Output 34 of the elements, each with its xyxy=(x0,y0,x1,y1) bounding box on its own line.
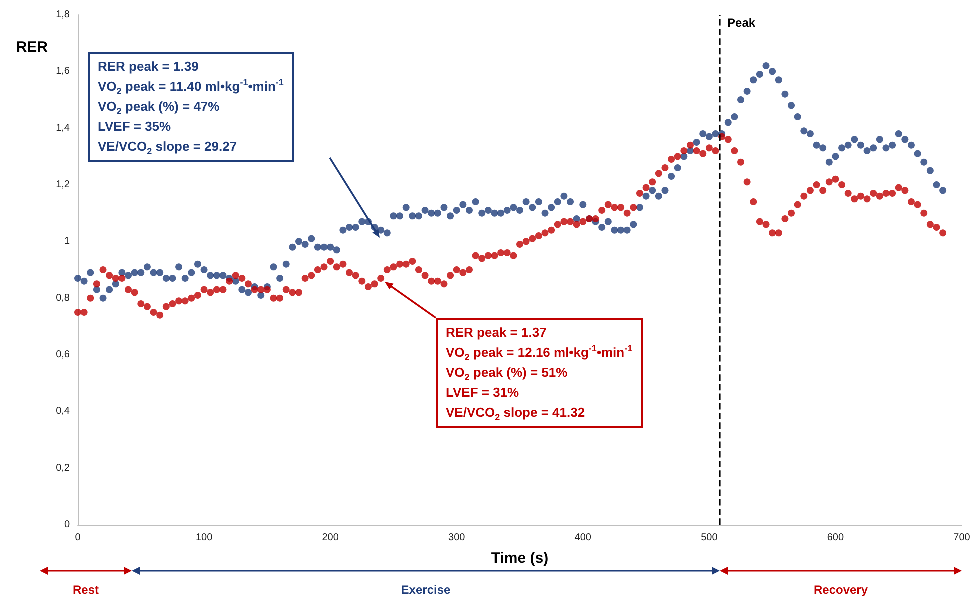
y-tick-label: 1,8 xyxy=(56,10,70,20)
y-tick-label: 1,6 xyxy=(56,66,70,78)
ref-line-label: Peak xyxy=(728,16,756,30)
annotation: RER peak = 1.39 xyxy=(98,58,200,76)
x-tick-label: 500 xyxy=(701,532,718,544)
text: Rest xyxy=(72,583,100,597)
x-tick-label: 700 xyxy=(954,532,971,544)
annotation: VO$_{2}$ peak = 12.16 ml•kg$^{-1}$•min$^{-1}$ xyxy=(446,343,633,363)
y-tick-label: 1 xyxy=(64,236,70,248)
x-axis-title: Time (s) xyxy=(491,550,549,567)
annotation: VO$_{2}$ peak (%) = 47% xyxy=(98,98,221,117)
y-tick-label: 0,2 xyxy=(56,462,70,474)
annotation: VE/VCO$_{2}$ slope = 29.27 xyxy=(98,138,238,157)
text: Exercise xyxy=(401,583,451,597)
y-tick-label: 1,4 xyxy=(56,122,70,134)
x-tick-label: 300 xyxy=(448,532,466,544)
x-tick-label: 200 xyxy=(322,532,340,544)
y-tick-label: 0,4 xyxy=(56,406,70,418)
y-tick-label: 0,6 xyxy=(56,350,70,360)
y-tick-label: 0,8 xyxy=(56,292,70,304)
y-tick-label: 0 xyxy=(64,520,70,530)
y-tick-label: 1,2 xyxy=(56,180,70,190)
annotation: LVEF = 35% xyxy=(98,118,172,136)
x-tick-label: 100 xyxy=(196,532,214,544)
annotation: VE/VCO$_{2}$ slope = 41.32 xyxy=(446,404,586,423)
annotation: VO$_{2}$ peak = 11.40 ml•kg$^{-1}$•min$^{-1}$ xyxy=(98,77,284,97)
x-tick-label: 0 xyxy=(75,532,82,544)
annotation: RER peak = 1.37 xyxy=(446,324,548,342)
x-tick-label: 600 xyxy=(827,532,844,544)
y-axis-title: RER xyxy=(16,39,48,56)
annotation: LVEF = 31% xyxy=(446,384,520,402)
text: Recovery xyxy=(814,583,868,597)
x-tick-label: 400 xyxy=(574,532,592,544)
annotation: VO$_{2}$ peak (%) = 51% xyxy=(446,364,569,383)
